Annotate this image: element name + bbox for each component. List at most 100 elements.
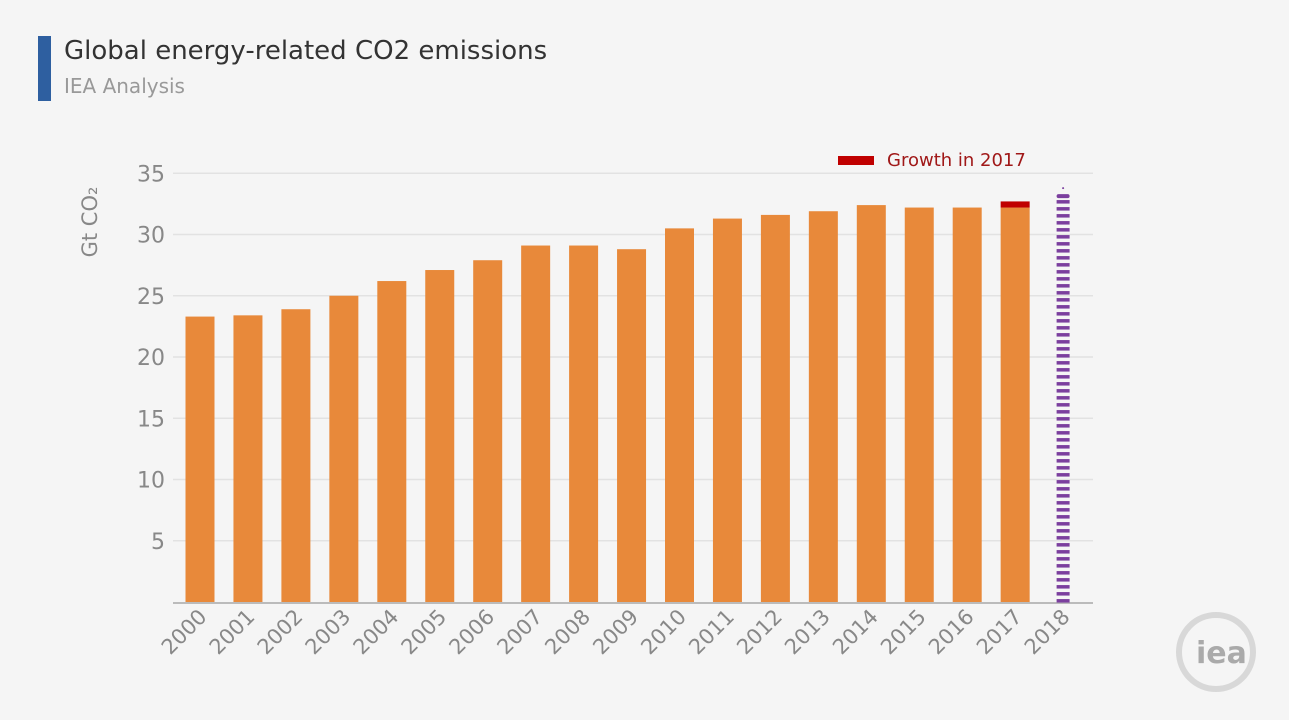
y-tick-label: 5 [151, 530, 165, 555]
x-tick-label: 2017 [972, 605, 1027, 660]
forecast-bar-dash [1056, 214, 1070, 218]
x-tick-label: 2012 [732, 605, 787, 660]
x-tick-label: 2013 [780, 605, 835, 660]
forecast-bar-dash [1056, 396, 1070, 400]
emissions-bar [185, 316, 215, 602]
x-tick-label: 2015 [876, 605, 931, 660]
forecast-bar-dash [1056, 207, 1070, 211]
x-tick-label: 2000 [157, 605, 212, 660]
forecast-bar-dash [1056, 417, 1070, 421]
chart-title: Global energy-related CO2 emissions [64, 36, 548, 66]
forecast-bar-dash [1056, 340, 1070, 344]
x-tick-label: 2007 [492, 605, 547, 660]
emissions-bar [904, 207, 934, 603]
y-axis-label: Gt CO₂ [78, 187, 102, 258]
x-tick-label: 2009 [588, 605, 643, 660]
emissions-bar [233, 315, 263, 602]
emissions-bar [329, 295, 359, 602]
forecast-bar-dash [1056, 305, 1070, 309]
emissions-bar [808, 211, 838, 602]
forecast-bar-dash [1056, 249, 1070, 253]
forecast-bar-dash [1056, 312, 1070, 316]
forecast-bar-dash [1056, 557, 1070, 561]
forecast-bar-dash [1056, 368, 1070, 372]
emissions-bar [665, 228, 694, 602]
forecast-bar-dot [1062, 187, 1065, 190]
forecast-bar-dash [1056, 466, 1070, 470]
forecast-bar-dash [1056, 228, 1070, 232]
legend-label: Growth in 2017 [887, 150, 1026, 171]
forecast-bar-dash [1056, 333, 1070, 337]
forecast-bar-dash [1056, 543, 1070, 547]
x-tick-label: 2001 [205, 605, 260, 660]
y-tick-label: 10 [137, 469, 165, 494]
forecast-bar-dash [1056, 256, 1070, 260]
forecast-bar-dash [1056, 487, 1070, 491]
forecast-bar-dash [1056, 242, 1070, 246]
iea-logo: iea [1176, 612, 1256, 692]
forecast-bar-dash [1056, 319, 1070, 323]
chart-subtitle: IEA Analysis [64, 74, 185, 98]
forecast-bar-dash [1056, 291, 1070, 295]
forecast-bar-dash [1056, 347, 1070, 351]
title-accent-bar [38, 36, 51, 101]
forecast-bar-dash [1056, 571, 1070, 575]
forecast-bar-dash [1056, 403, 1070, 407]
growth-bar [1000, 201, 1030, 208]
y-tick-label: 30 [137, 224, 165, 249]
forecast-bar-dash [1056, 270, 1070, 274]
forecast-bar-dash [1056, 382, 1070, 386]
forecast-bar-dash [1056, 438, 1070, 442]
emissions-bar [521, 245, 551, 602]
y-tick-label: 15 [137, 407, 165, 432]
forecast-bar-dash [1056, 536, 1070, 540]
emissions-bar [569, 245, 599, 602]
forecast-bar-dash [1056, 529, 1070, 533]
forecast-bar-dash [1056, 592, 1070, 596]
legend-swatch [838, 156, 874, 165]
forecast-bar-dash [1056, 473, 1070, 477]
emissions-bar [281, 309, 311, 602]
x-tick-label: 2014 [828, 605, 883, 660]
x-tick-label: 2011 [684, 605, 739, 660]
forecast-bar-dash [1056, 326, 1070, 330]
y-tick-label: 25 [137, 285, 165, 310]
forecast-bar-dash [1056, 431, 1070, 435]
forecast-bar-dash [1056, 354, 1070, 358]
forecast-bar-cap [1056, 194, 1070, 199]
emissions-bar [377, 281, 407, 602]
forecast-bar-dash [1056, 235, 1070, 239]
forecast-bar-dash [1056, 599, 1070, 603]
x-tick-label: 2016 [924, 605, 979, 660]
forecast-bar-dash [1056, 221, 1070, 225]
forecast-bar-dash [1056, 389, 1070, 393]
emissions-bar [425, 270, 455, 602]
forecast-bar-dash [1056, 501, 1070, 505]
x-tick-label: 2008 [540, 605, 595, 660]
x-tick-label: 2010 [636, 605, 691, 660]
x-tick-label: 2002 [253, 605, 308, 660]
logo-text: iea [1196, 636, 1247, 671]
x-tick-label: 2018 [1020, 605, 1075, 660]
forecast-bar-dash [1056, 480, 1070, 484]
forecast-bar-dash [1056, 564, 1070, 568]
forecast-bar-dash [1056, 515, 1070, 519]
forecast-bar-dash [1056, 445, 1070, 449]
x-tick-label: 2006 [444, 605, 499, 660]
forecast-bar-dash [1056, 375, 1070, 379]
forecast-bar-dash [1056, 298, 1070, 302]
emissions-bar [473, 260, 503, 602]
x-tick-label: 2005 [397, 605, 452, 660]
emissions-bar [1000, 207, 1030, 603]
emissions-bar [760, 214, 790, 602]
forecast-bar-dash [1056, 578, 1070, 582]
forecast-bar-dash [1056, 585, 1070, 589]
forecast-bar-dash [1056, 410, 1070, 414]
forecast-bar-dash [1056, 277, 1070, 281]
emissions-bar [856, 205, 886, 602]
y-tick-label: 35 [137, 162, 165, 187]
forecast-bar-dash [1056, 424, 1070, 428]
forecast-bar-dash [1056, 522, 1070, 526]
